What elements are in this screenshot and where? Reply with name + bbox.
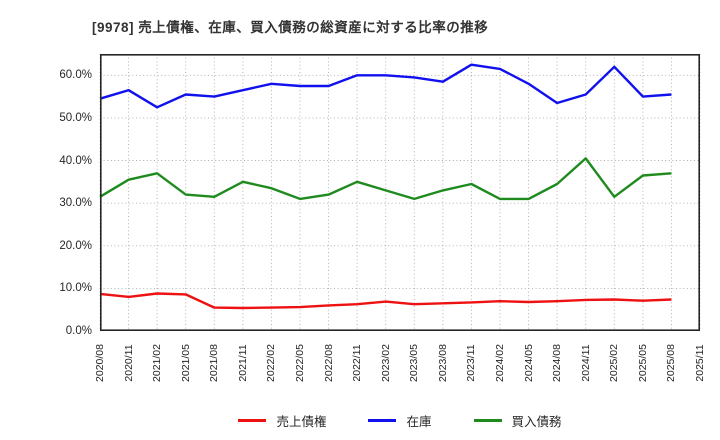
x-tick-label: 2023/08 — [436, 344, 449, 382]
y-tick-label: 0.0% — [65, 325, 92, 337]
legend-label-payables: 買入債務 — [511, 414, 562, 429]
x-tick-label: 2021/08 — [208, 344, 221, 382]
y-tick-label: 10.0% — [59, 282, 92, 295]
x-tick-label: 2023/05 — [408, 344, 421, 382]
y-tick-label: 20.0% — [59, 239, 92, 252]
x-tick-label: 2022/02 — [265, 344, 278, 382]
x-tick-label: 2022/11 — [351, 344, 364, 382]
x-tick-label: 2025/11 — [694, 344, 706, 382]
x-tick-label: 2020/08 — [94, 344, 106, 382]
x-tick-label: 2024/08 — [551, 344, 564, 382]
x-tick-label: 2020/11 — [122, 344, 135, 382]
x-tick-label: 2024/05 — [522, 344, 535, 382]
y-tick-label: 50.0% — [59, 111, 92, 124]
series-line-payables — [99, 157, 672, 201]
chart-legend: 売上債権 在庫 買入債務 — [100, 408, 700, 432]
x-tick-label: 2021/11 — [236, 344, 249, 382]
x-tick-label: 2025/02 — [608, 344, 621, 382]
legend-item-payables: 買入債務 — [473, 411, 562, 430]
x-tick-label: 2024/11 — [579, 344, 592, 382]
legend-line-inventory — [368, 418, 397, 422]
legend-line-receivables — [238, 418, 267, 422]
chart-title: [9978] 売上債権、在庫、買入債務の総資産に対する比率の推移 — [92, 20, 489, 35]
x-tick-label: 2021/02 — [151, 344, 164, 382]
y-tick-label: 30.0% — [59, 197, 92, 210]
x-tick-label: 2023/02 — [379, 344, 392, 382]
x-tick-label: 2022/05 — [294, 344, 306, 382]
plot-border — [100, 54, 701, 331]
plot-area — [99, 54, 701, 331]
legend-item-inventory: 在庫 — [368, 411, 432, 430]
x-tick-label: 2023/11 — [465, 344, 478, 382]
legend-label-receivables: 売上債権 — [276, 414, 327, 429]
x-tick-label: 2024/02 — [494, 344, 506, 382]
series-line-inventory — [99, 63, 672, 109]
x-tick-label: 2025/08 — [665, 344, 678, 382]
legend-label-inventory: 在庫 — [406, 414, 432, 429]
legend-item-receivables: 売上債権 — [238, 411, 326, 430]
x-tick-label: 2021/05 — [179, 344, 192, 382]
y-tick-label: 60.0% — [59, 69, 92, 82]
x-tick-label: 2025/05 — [636, 344, 649, 382]
legend-line-payables — [473, 418, 502, 422]
x-tick-label: 2022/08 — [322, 344, 335, 382]
series-line-receivables — [99, 292, 672, 310]
y-tick-label: 40.0% — [59, 154, 92, 167]
